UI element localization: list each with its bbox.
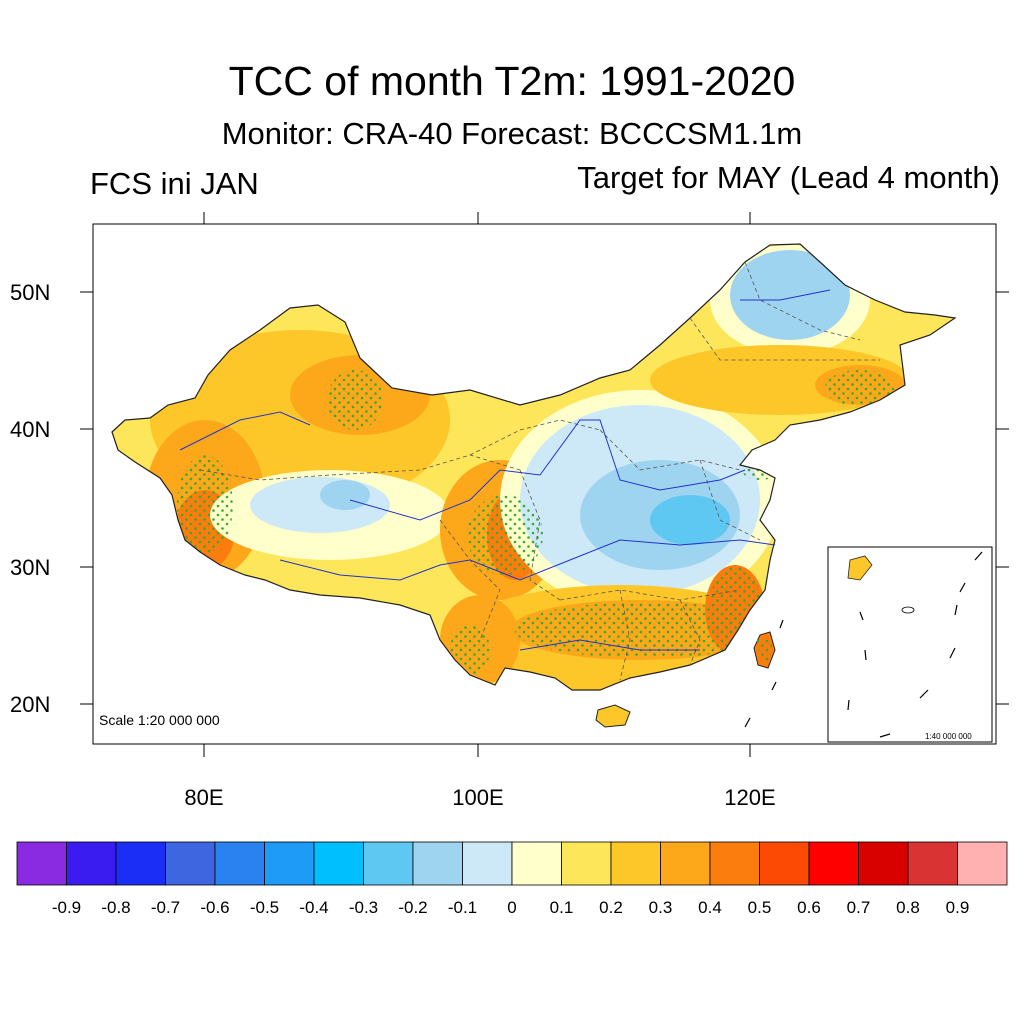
- colorbar-swatch: [858, 841, 909, 886]
- map-subtitle: Monitor: CRA-40 Forecast: BCCCSM1.1m: [221, 116, 803, 151]
- axis-ticks: [80, 212, 1009, 757]
- colorbar-swatch: [412, 841, 463, 886]
- colorbar-swatch: [808, 841, 859, 886]
- colorbar-label: -0.6: [200, 898, 229, 917]
- rivers: [179, 289, 831, 651]
- colorbar-swatch: [313, 841, 364, 886]
- colorbar-swatch: [165, 841, 216, 886]
- colorbar-swatch: [660, 841, 711, 886]
- colorbar-swatch: [511, 841, 562, 886]
- colorbar-swatch: [66, 841, 117, 886]
- colorbar-label: -0.8: [101, 898, 130, 917]
- lat-label-40n: 40N: [10, 417, 50, 442]
- map-title: TCC of month T2m: 1991-2020: [228, 58, 796, 104]
- colorbar-swatch: [907, 841, 958, 886]
- lat-label-50n: 50N: [10, 280, 50, 305]
- colorbar-swatch: [561, 841, 612, 886]
- colorbar-swatch: [957, 841, 1008, 886]
- lon-label-80e: 80E: [184, 785, 223, 810]
- colorbar-swatch: [709, 841, 760, 886]
- colorbar: [16, 841, 1008, 886]
- colorbar-label: -0.4: [299, 898, 328, 917]
- colorbar-label: 0.5: [748, 898, 772, 917]
- colorbar-swatch: [214, 841, 265, 886]
- dash-line-fragments: [744, 619, 784, 728]
- colorbar-label: 0.2: [599, 898, 623, 917]
- scale-inset: 1:40 000 000: [925, 732, 972, 741]
- colorbar-label: -0.5: [250, 898, 279, 917]
- taiwan-stipple: [757, 640, 773, 660]
- china-border: [111, 243, 957, 691]
- colorbar-swatch: [264, 841, 315, 886]
- colorbar-swatch: [759, 841, 810, 886]
- colorbar-label: 0.7: [847, 898, 871, 917]
- hainan-island: [595, 704, 631, 728]
- colorbar-label: 0.1: [550, 898, 574, 917]
- colorbar-swatch: [462, 841, 513, 886]
- colorbar-label: 0: [507, 898, 516, 917]
- colorbar-label: 0.8: [896, 898, 920, 917]
- colorbar-label: -0.3: [349, 898, 378, 917]
- colorbar-labels: -0.9 -0.8 -0.7 -0.6 -0.5 -0.4 -0.3 -0.2 -0.1 0 0.1…: [52, 898, 969, 917]
- colorbar-label: -0.2: [398, 898, 427, 917]
- colorbar-swatch: [115, 841, 166, 886]
- province-borders: [199, 261, 880, 681]
- target-lead-label: Target for MAY (Lead 4 month): [577, 160, 1000, 195]
- colorbar-label: 0.6: [797, 898, 821, 917]
- colorbar-label: 0.4: [698, 898, 722, 917]
- lon-label-100e: 100E: [452, 785, 503, 810]
- forecast-init-label: FCS ini JAN: [90, 166, 259, 201]
- colorbar-swatch: [610, 841, 661, 886]
- scale-main: Scale 1:20 000 000: [99, 712, 220, 728]
- lon-label-120e: 120E: [724, 785, 775, 810]
- colorbar-label: -0.9: [52, 898, 81, 917]
- inset-map: 1:40 000 000: [827, 546, 993, 743]
- colorbar-swatch: [16, 841, 67, 886]
- colorbar-label: -0.1: [448, 898, 477, 917]
- colorbar-swatch: [363, 841, 414, 886]
- colorbar-label: -0.7: [151, 898, 180, 917]
- lat-label-20n: 20N: [10, 692, 50, 717]
- lat-label-30n: 30N: [10, 555, 50, 580]
- significance-stipple: [177, 370, 895, 675]
- colorbar-label: 0.3: [649, 898, 673, 917]
- colorbar-label: 0.9: [946, 898, 970, 917]
